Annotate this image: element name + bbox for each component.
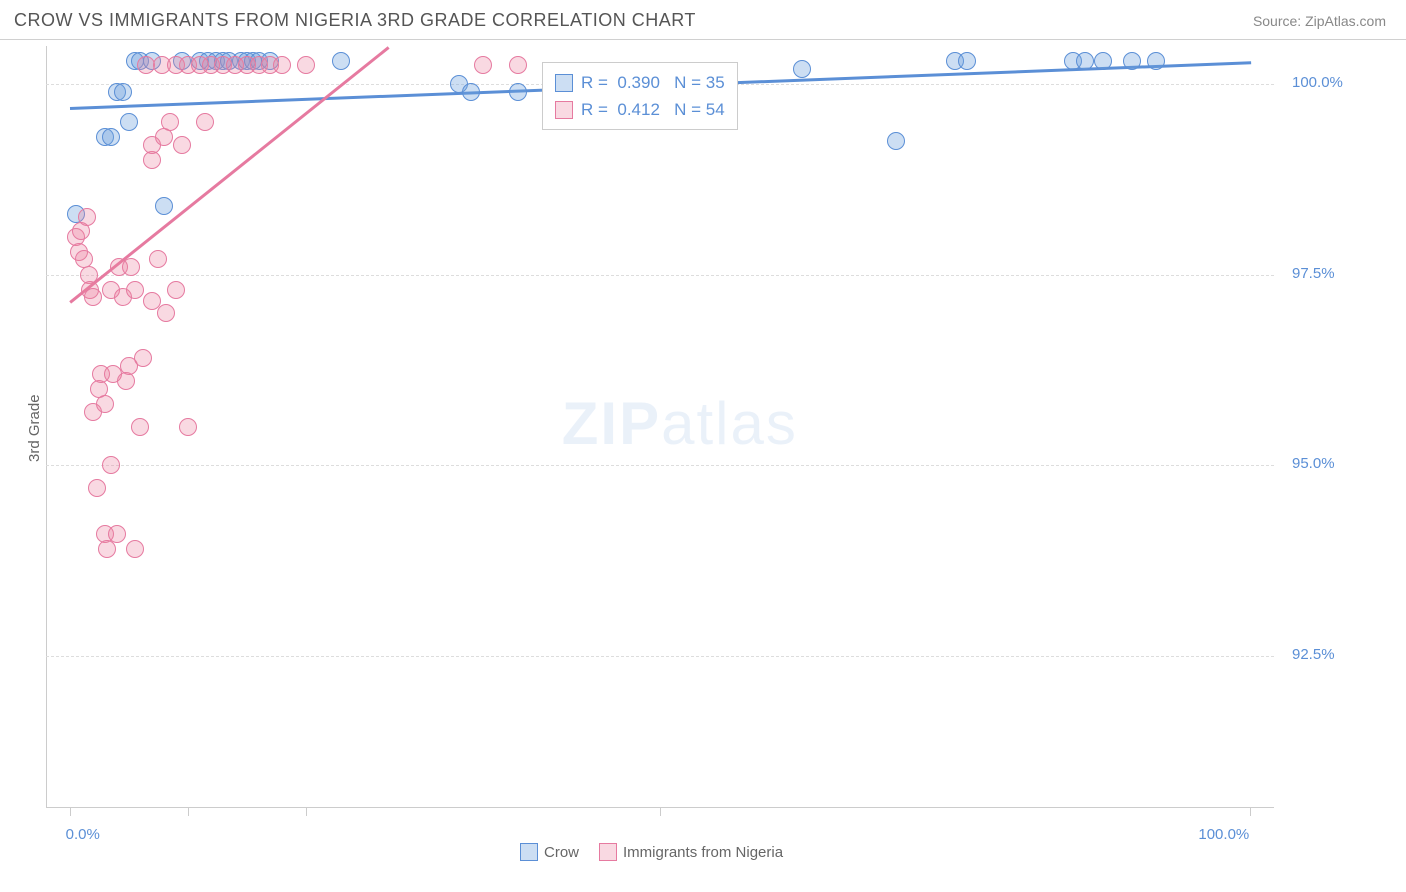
data-point — [78, 208, 96, 226]
data-point — [157, 304, 175, 322]
data-point — [155, 197, 173, 215]
data-point — [173, 136, 191, 154]
legend-swatch — [599, 843, 617, 861]
data-point — [117, 372, 135, 390]
legend-label: Crow — [544, 844, 579, 861]
data-point — [474, 56, 492, 74]
x-tick — [1250, 808, 1251, 816]
gridline — [46, 275, 1274, 276]
data-point — [102, 456, 120, 474]
scatter-chart: 100.0%97.5%95.0%92.5%0.0%100.0%3rd Grade… — [46, 46, 1274, 808]
data-point — [1094, 52, 1112, 70]
data-point — [88, 479, 106, 497]
y-tick-label: 97.5% — [1292, 265, 1335, 282]
data-point — [161, 113, 179, 131]
legend-item: Immigrants from Nigeria — [599, 843, 783, 861]
y-axis-title: 3rd Grade — [26, 394, 43, 462]
data-point — [1076, 52, 1094, 70]
data-point — [102, 128, 120, 146]
x-axis-label: 100.0% — [1198, 826, 1249, 843]
data-point — [126, 540, 144, 558]
y-tick-label: 95.0% — [1292, 455, 1335, 472]
data-point — [84, 288, 102, 306]
data-point — [179, 418, 197, 436]
data-point — [1123, 52, 1141, 70]
legend-text: R = 0.412 N = 54 — [581, 96, 725, 123]
data-point — [114, 83, 132, 101]
chart-title: CROW VS IMMIGRANTS FROM NIGERIA 3RD GRAD… — [14, 10, 696, 31]
data-point — [793, 60, 811, 78]
data-point — [196, 113, 214, 131]
y-tick-label: 92.5% — [1292, 646, 1335, 663]
data-point — [462, 83, 480, 101]
legend-item: Crow — [520, 843, 579, 861]
data-point — [108, 525, 126, 543]
data-point — [134, 349, 152, 367]
data-point — [273, 56, 291, 74]
data-point — [1147, 52, 1165, 70]
legend-swatch — [555, 101, 573, 119]
data-point — [96, 395, 114, 413]
legend-series: Crow Immigrants from Nigeria — [520, 843, 783, 861]
data-point — [131, 418, 149, 436]
data-point — [509, 56, 527, 74]
legend-swatch — [520, 843, 538, 861]
x-tick — [306, 808, 307, 816]
data-point — [332, 52, 350, 70]
data-point — [122, 258, 140, 276]
gridline — [46, 465, 1274, 466]
legend-row: R = 0.390 N = 35 — [555, 69, 725, 96]
data-point — [149, 250, 167, 268]
data-point — [120, 113, 138, 131]
legend-label: Immigrants from Nigeria — [623, 844, 783, 861]
plot-area — [46, 46, 1274, 808]
data-point — [126, 281, 144, 299]
data-point — [98, 540, 116, 558]
legend-text: R = 0.390 N = 35 — [581, 69, 725, 96]
x-tick — [660, 808, 661, 816]
data-point — [167, 281, 185, 299]
chart-header: CROW VS IMMIGRANTS FROM NIGERIA 3RD GRAD… — [0, 0, 1406, 40]
data-point — [509, 83, 527, 101]
data-point — [297, 56, 315, 74]
legend-swatch — [555, 74, 573, 92]
x-tick — [188, 808, 189, 816]
x-tick — [70, 808, 71, 816]
legend-row: R = 0.412 N = 54 — [555, 96, 725, 123]
legend-correlation-box: R = 0.390 N = 35R = 0.412 N = 54 — [542, 62, 738, 130]
data-point — [958, 52, 976, 70]
gridline — [46, 656, 1274, 657]
data-point — [887, 132, 905, 150]
y-tick-label: 100.0% — [1292, 74, 1343, 91]
x-axis-label: 0.0% — [66, 826, 100, 843]
chart-source: Source: ZipAtlas.com — [1253, 13, 1386, 29]
